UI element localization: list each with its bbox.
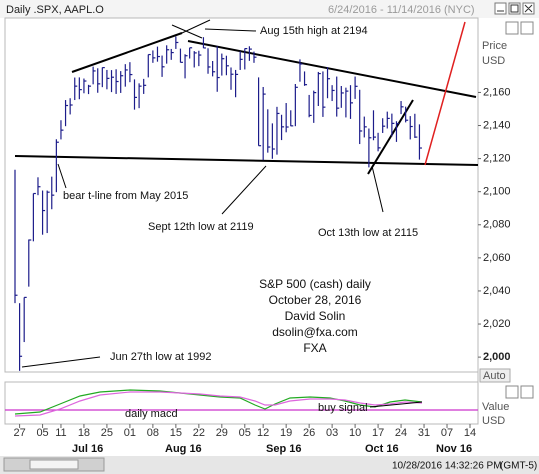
- x-tick-label: 25: [101, 427, 113, 439]
- auto-button-label[interactable]: Auto: [483, 370, 506, 382]
- timestamp: 10/28/2016 14:32:26 PM: [392, 461, 502, 472]
- x-tick-label: 26: [303, 427, 315, 439]
- x-tick-label: 22: [193, 427, 205, 439]
- trend-line: [187, 40, 477, 98]
- scrollbar-thumb[interactable]: [29, 459, 79, 470]
- annotation: Oct 13th low at 2115: [318, 227, 418, 239]
- macd-axis-unit: USD: [482, 415, 505, 427]
- info-line: S&P 500 (cash) daily: [259, 277, 371, 291]
- pointer-line: [221, 165, 267, 215]
- info-line: October 28, 2016: [269, 293, 362, 307]
- y-tick-label: 2,020: [483, 318, 511, 330]
- x-tick-label: 12: [257, 427, 269, 439]
- macd-annotation: daily macd: [125, 408, 178, 420]
- header-range: 6/24/2016 - 11/14/2016 (NYC): [328, 4, 475, 16]
- info-block: S&P 500 (cash) daily October 28, 2016 Da…: [259, 277, 371, 355]
- annotation: Aug 15th high at 2194: [260, 25, 368, 37]
- pointer-line: [369, 401, 423, 408]
- month-label: Nov 16: [436, 443, 472, 455]
- window-icons[interactable]: [494, 2, 535, 15]
- x-tick-label: 15: [170, 427, 182, 439]
- panel-button[interactable]: [505, 385, 519, 399]
- x-tick-label: 17: [372, 427, 384, 439]
- pointer-line: [171, 24, 203, 39]
- macd-axis-label: Value: [482, 401, 509, 413]
- auto-button[interactable]: [479, 368, 511, 383]
- y-tick-label: 2,140: [483, 119, 511, 131]
- y-tick-label: 2,060: [483, 252, 511, 264]
- annotation: Jun 27th low at 1992: [110, 351, 212, 363]
- pointer-line: [204, 28, 257, 32]
- price-axis-unit: USD: [482, 55, 505, 67]
- x-tick-label: 27: [13, 427, 25, 439]
- x-tick-label: 01: [124, 427, 136, 439]
- x-tick-label: 18: [78, 427, 90, 439]
- y-tick-label: 2,100: [483, 186, 511, 198]
- x-tick-label: 31: [418, 427, 430, 439]
- panel-button[interactable]: [520, 21, 534, 35]
- annotation: bear t-line from May 2015: [63, 190, 188, 202]
- icon-maximize[interactable]: [508, 2, 521, 15]
- x-tick-label: 03: [326, 427, 338, 439]
- timezone: (GMT-5): [500, 461, 537, 472]
- x-tick-label: 14: [464, 427, 476, 439]
- annotation: Sept 12th low at 2119: [148, 221, 254, 233]
- pointer-line: [21, 356, 101, 368]
- y-tick-label: 2,040: [483, 285, 511, 297]
- y-tick-label: 2,160: [483, 86, 511, 98]
- month-label: Jul 16: [72, 443, 103, 455]
- header-title: Daily .SPX, AAPL.O: [6, 4, 104, 16]
- y-tick-label: 2,120: [483, 153, 511, 165]
- macd-line: [14, 389, 423, 415]
- macd-signal-line: [14, 391, 423, 417]
- price-axis-label: Price: [482, 40, 507, 52]
- x-tick-label: 07: [441, 427, 453, 439]
- panel-button[interactable]: [505, 21, 519, 35]
- panel-button[interactable]: [520, 385, 534, 399]
- x-tick-label: 10: [349, 427, 361, 439]
- projection-line: [424, 21, 466, 166]
- panel-buttons[interactable]: [505, 21, 534, 399]
- x-tick-label: 11: [55, 427, 66, 439]
- month-label: Oct 16: [365, 443, 399, 455]
- month-label: Sep 16: [266, 443, 301, 455]
- x-tick-label: 29: [216, 427, 228, 439]
- info-line: dsolin@fxa.com: [272, 325, 358, 339]
- pointer-line: [57, 163, 67, 189]
- x-tick-label: 05: [239, 427, 251, 439]
- icon-glyphs: [497, 4, 533, 13]
- trend-line: [71, 32, 183, 73]
- y-tick-label: 2,000: [483, 351, 511, 363]
- header-bar: [0, 0, 539, 18]
- status-bar: [0, 456, 539, 474]
- support-line: [14, 155, 479, 166]
- info-line: FXA: [303, 341, 326, 355]
- info-line: David Solin: [285, 309, 346, 323]
- x-tick-label: 24: [395, 427, 407, 439]
- x-tick-label: 05: [36, 427, 48, 439]
- price-bars: [14, 36, 422, 371]
- month-label: Aug 16: [165, 443, 202, 455]
- icon-minimize[interactable]: [494, 2, 507, 15]
- pointer-line: [181, 19, 211, 34]
- macd-annotation: buy signal: [318, 402, 368, 414]
- x-tick-label: 08: [147, 427, 159, 439]
- trend-lines: [14, 19, 479, 368]
- x-tick-label: 19: [280, 427, 292, 439]
- pointer-line: [371, 165, 384, 213]
- y-tick-label: 2,080: [483, 219, 511, 231]
